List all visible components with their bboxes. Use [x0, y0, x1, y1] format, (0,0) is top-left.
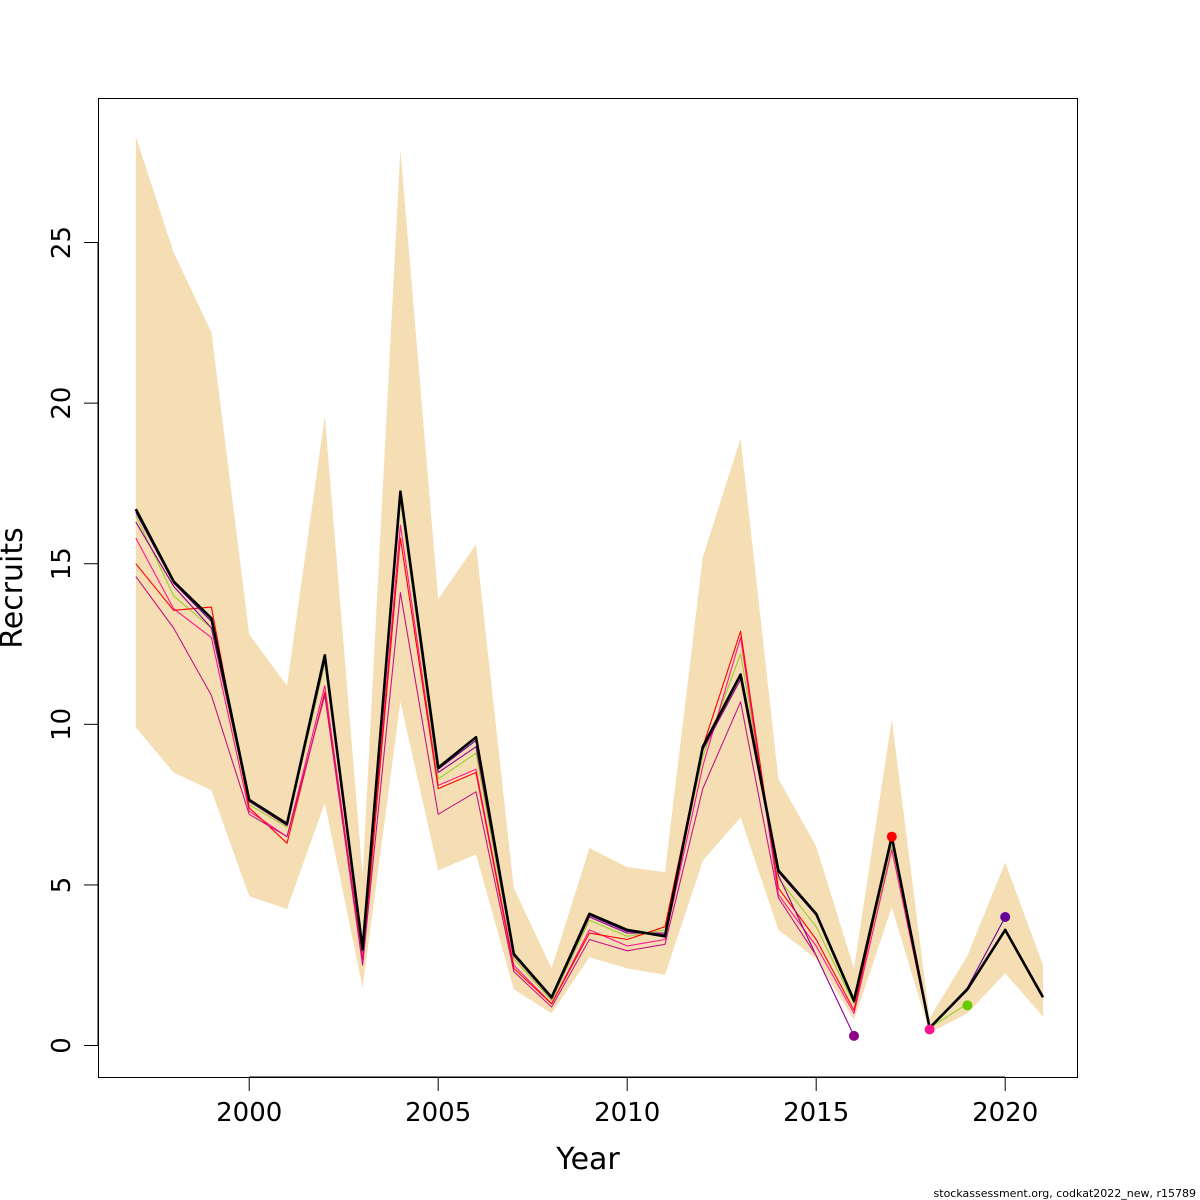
end-point-5: [1000, 912, 1011, 922]
series-line-5: [135, 576, 817, 1008]
end-point-3: [924, 1024, 935, 1035]
plot-area: [134, 136, 1045, 1041]
y-tick-label: 5: [47, 877, 77, 894]
y-tick-label: 20: [47, 387, 77, 420]
x-tick-label: 2010: [594, 1098, 660, 1128]
x-tick-label: 2020: [972, 1098, 1038, 1128]
y-tick-label: 25: [47, 226, 77, 259]
axes: 2000 2005 2010 2015 2020 0 5 10 15 20 25: [47, 226, 1038, 1128]
y-tick-label: 15: [47, 547, 77, 580]
confidence-band: [135, 136, 1044, 1033]
y-axis-title: Recruits: [0, 527, 30, 649]
series-line-2: [135, 524, 931, 1030]
x-tick-label: 2000: [216, 1098, 282, 1128]
end-point-2: [886, 831, 897, 842]
end-point-1: [849, 1030, 859, 1041]
y-tick-label: 0: [47, 1037, 77, 1054]
series-line-1: [135, 498, 968, 1029]
x-tick-label: 2005: [405, 1098, 471, 1128]
footer-credit: stockassessment.org, codkat2022_new, r15…: [934, 1187, 1196, 1200]
x-tick-label: 2015: [783, 1098, 849, 1128]
x-axis-title: Year: [555, 1142, 620, 1177]
y-tick-label: 10: [47, 708, 77, 741]
end-point-4: [962, 1000, 973, 1011]
